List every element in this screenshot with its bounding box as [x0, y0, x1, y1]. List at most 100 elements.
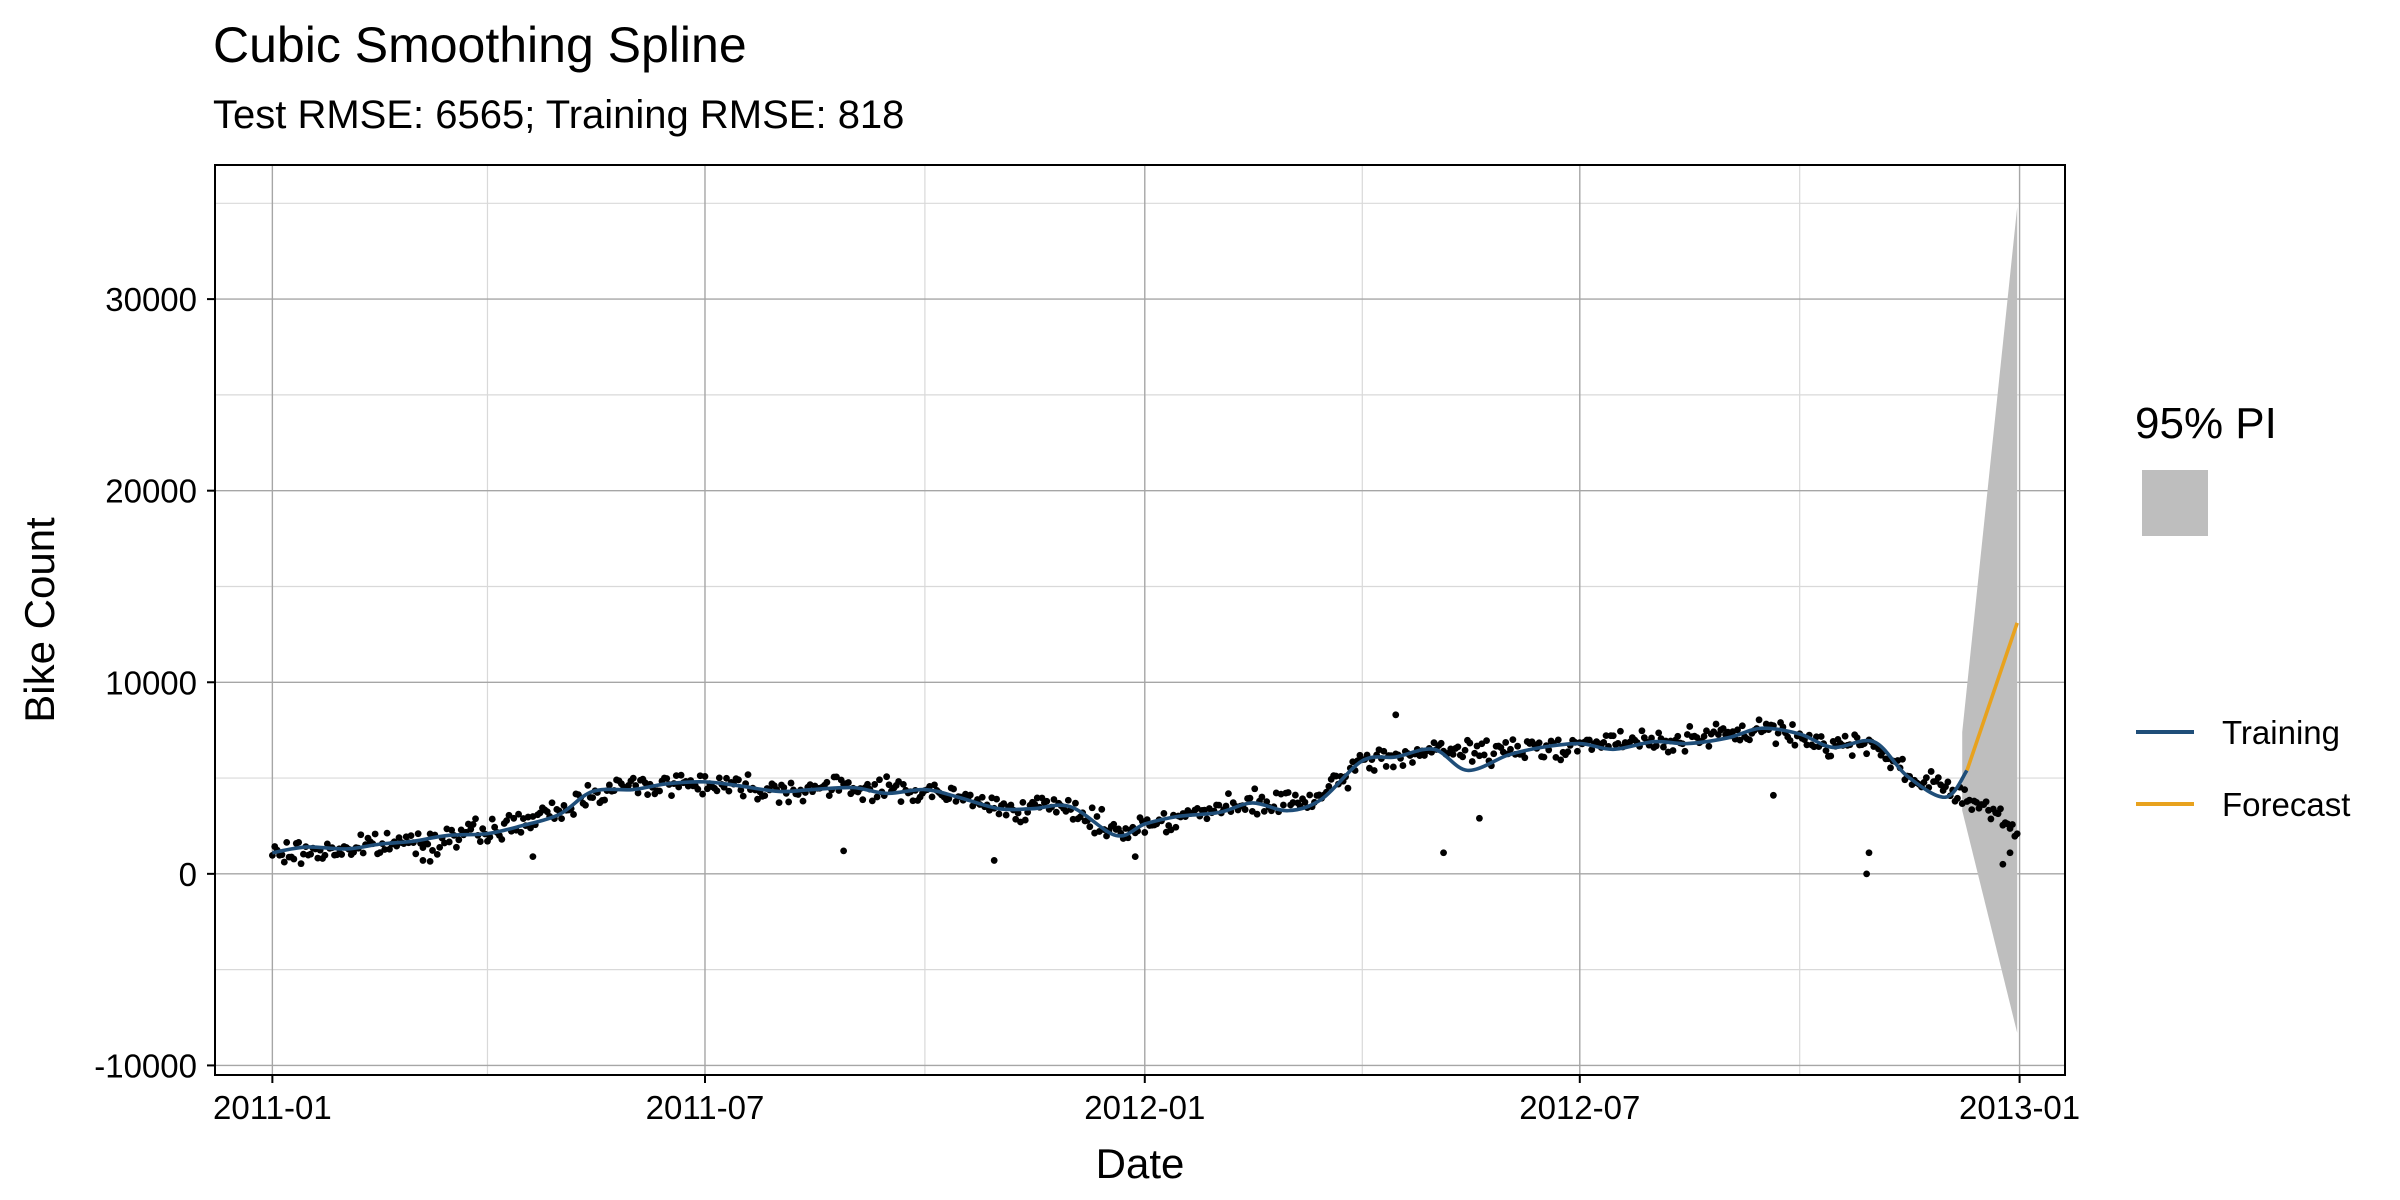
chart-title: Cubic Smoothing Spline	[213, 17, 747, 73]
observation-point	[1000, 800, 1008, 807]
observation-point	[1609, 732, 1617, 740]
observation-point	[1961, 786, 1969, 793]
observation-point	[1052, 808, 1060, 816]
panel-border	[214, 164, 2066, 1076]
observation-point	[1088, 804, 1096, 812]
observation-point	[825, 792, 833, 800]
observation-point	[990, 857, 998, 864]
observation-point	[426, 857, 434, 865]
observation-point	[1705, 742, 1713, 750]
observation-point	[472, 815, 479, 823]
observation-point	[510, 814, 518, 822]
observation-point	[414, 830, 422, 838]
observation-point	[381, 846, 389, 853]
observation-point	[2006, 849, 2014, 857]
observation-point	[1380, 747, 1388, 755]
y-axis-title: Bike Count	[16, 517, 63, 723]
observation-point	[1755, 716, 1763, 724]
observation-point	[928, 793, 936, 801]
observation-point	[1263, 798, 1271, 806]
observation-point	[993, 795, 1000, 803]
observation-point	[840, 847, 848, 855]
observation-point	[1172, 823, 1180, 831]
observation-point	[1437, 739, 1445, 747]
observation-point	[1968, 806, 1976, 814]
observation-point	[699, 790, 706, 798]
observation-point	[677, 771, 685, 779]
observation-point	[1600, 738, 1608, 746]
observation-point	[1301, 798, 1309, 806]
y-tick-label: 30000	[105, 281, 197, 318]
observation-point	[582, 801, 589, 809]
observation-point	[2013, 830, 2021, 838]
observation-point	[1557, 756, 1565, 764]
observation-point	[873, 793, 881, 801]
chart-subtitle: Test RMSE: 6565; Training RMSE: 818	[213, 93, 904, 137]
observation-point	[1043, 797, 1051, 805]
legend-fill-title: 95% PI	[2135, 399, 2277, 448]
observation-point	[1306, 791, 1314, 799]
observation-point	[479, 825, 487, 833]
observation-point	[823, 778, 831, 786]
observation-point	[644, 791, 652, 799]
observation-point	[2009, 821, 2016, 828]
observation-point	[1480, 751, 1488, 759]
y-tick-label: 10000	[105, 664, 197, 701]
observation-point	[1098, 805, 1106, 813]
observation-point	[737, 786, 745, 794]
legend-items: Training Forecast	[2136, 714, 2350, 823]
observation-point	[1987, 815, 1995, 823]
observation-point	[1700, 732, 1708, 740]
observation-point	[1461, 746, 1469, 754]
observation-point	[1344, 784, 1352, 792]
observation-point	[1652, 742, 1660, 750]
observation-point	[1848, 752, 1856, 760]
observation-point	[1483, 737, 1490, 745]
observation-point	[290, 855, 298, 863]
observation-point	[476, 838, 484, 845]
observation-point	[1693, 734, 1701, 741]
observation-point	[570, 811, 577, 818]
observation-point	[1399, 762, 1407, 769]
observation-point	[1050, 796, 1058, 803]
observation-point	[1514, 742, 1522, 750]
observation-point	[486, 833, 494, 841]
observation-point	[950, 785, 957, 793]
series-line-training	[272, 726, 1969, 855]
observation-point	[897, 798, 905, 806]
observation-point	[1669, 747, 1677, 754]
observation-point	[1554, 736, 1562, 744]
observation-point	[1982, 798, 1990, 806]
observation-point	[448, 826, 456, 834]
observation-point	[1521, 754, 1529, 762]
observation-point	[1703, 727, 1710, 735]
observation-point	[445, 838, 453, 846]
observation-point	[1490, 750, 1498, 758]
observation-point	[1454, 743, 1462, 751]
observation-point	[1999, 860, 2007, 868]
observation-point	[859, 796, 867, 804]
observation-point	[663, 775, 671, 782]
observation-point	[419, 857, 427, 864]
observation-point	[1002, 811, 1010, 819]
x-tick-label: 2011-07	[646, 1089, 765, 1126]
observation-point	[1674, 732, 1682, 740]
observation-point	[491, 823, 499, 831]
observation-point	[1086, 823, 1094, 831]
y-tick-label: 0	[179, 856, 197, 893]
observation-point	[1072, 799, 1079, 807]
observation-point	[1614, 740, 1622, 747]
observation-point	[1409, 759, 1416, 766]
observation-point	[295, 838, 303, 846]
observation-point	[868, 797, 876, 805]
observation-point	[503, 817, 511, 825]
observation-point	[1588, 746, 1596, 753]
x-axis-title: Date	[1096, 1140, 1185, 1187]
observation-point	[701, 773, 709, 780]
observation-point	[1681, 747, 1689, 755]
observation-point	[1655, 729, 1663, 737]
observation-point	[715, 774, 723, 782]
observation-point	[1253, 810, 1261, 818]
observation-point	[1922, 774, 1930, 782]
observation-point	[1899, 755, 1906, 763]
